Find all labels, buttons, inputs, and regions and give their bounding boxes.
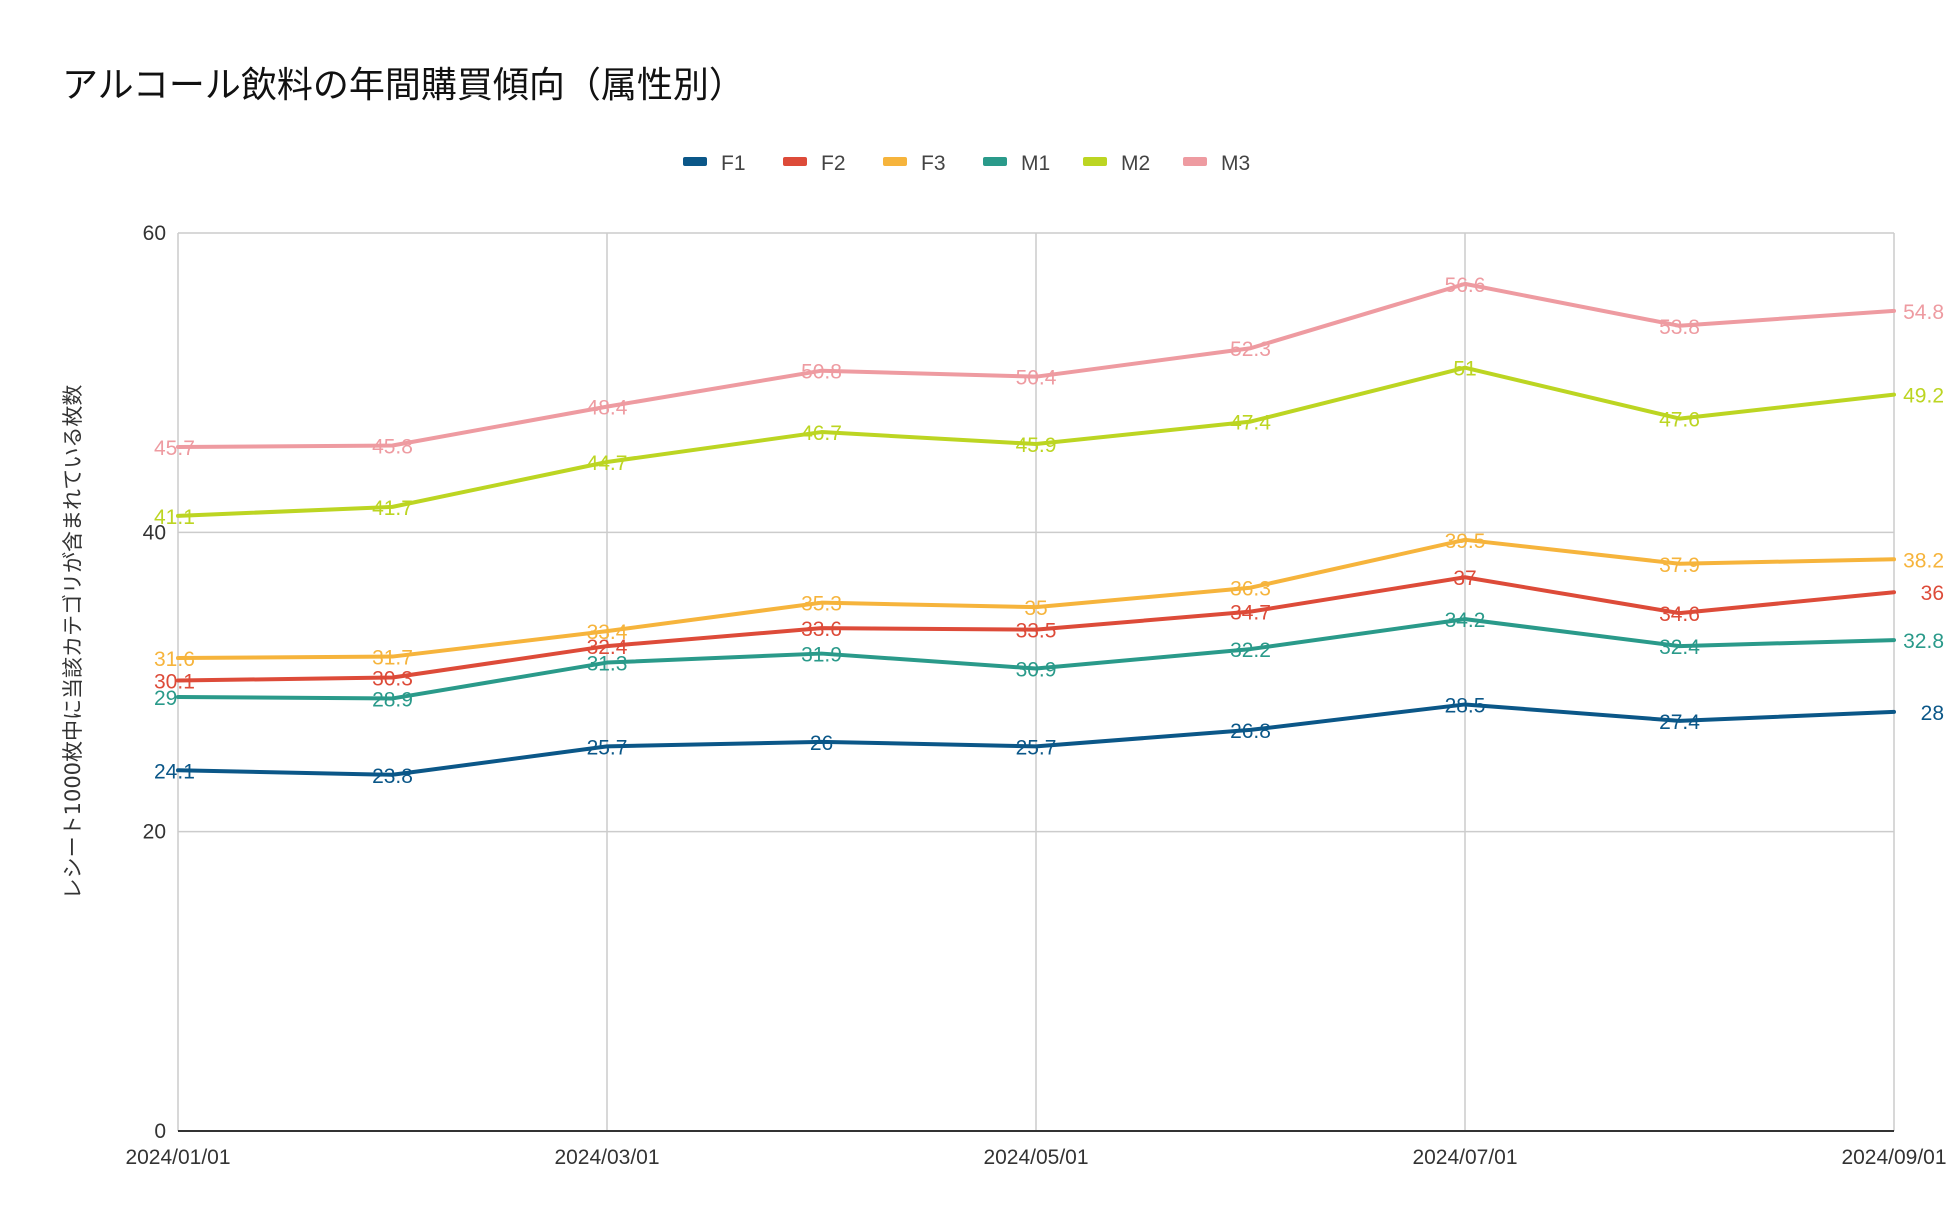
data-label-m1: 30.9 bbox=[1016, 659, 1057, 682]
data-label-m1: 32.4 bbox=[1659, 636, 1700, 659]
legend-label-m2: M2 bbox=[1121, 152, 1150, 175]
y-tick-label: 40 bbox=[143, 521, 166, 544]
grid-layer bbox=[178, 232, 1895, 1131]
data-label-f3: 35.3 bbox=[801, 593, 842, 616]
x-tick-label: 2024/07/01 bbox=[1412, 1146, 1517, 1169]
data-label-f1: 24.1 bbox=[154, 760, 195, 783]
data-label-m2: 41.7 bbox=[372, 497, 413, 520]
data-label-f3: 38.2 bbox=[1903, 549, 1944, 572]
data-label-m2: 45.9 bbox=[1016, 434, 1057, 457]
data-label-m2: 47.4 bbox=[1230, 412, 1271, 435]
x-tick-label: 2024/05/01 bbox=[983, 1146, 1088, 1169]
series-line-m2 bbox=[176, 365, 1896, 518]
data-label-layer: 24.1 23.8 25.7 26 25.7 26.8 28.5 27.4 28 30.1 30.3… bbox=[154, 274, 1944, 788]
data-label-m3: 50.4 bbox=[1016, 367, 1057, 390]
y-tick-label: 20 bbox=[143, 821, 166, 844]
chart-title: アルコール飲料の年間購買傾向（属性別） bbox=[62, 65, 745, 106]
series-line-m3 bbox=[176, 281, 1896, 450]
data-label-m2: 47.6 bbox=[1659, 409, 1700, 432]
data-label-m1: 34.2 bbox=[1445, 609, 1486, 632]
y-tick-label: 60 bbox=[143, 222, 166, 245]
y-axis-label: レシート1000枚中に当該カテゴリが含まれている枚数 bbox=[61, 385, 85, 900]
data-label-m1: 31.9 bbox=[801, 644, 842, 667]
data-label-f1: 28 bbox=[1921, 702, 1944, 725]
x-tick-label: 2024/09/01 bbox=[1841, 1146, 1946, 1169]
data-label-f1: 23.8 bbox=[372, 765, 413, 788]
data-label-m1: 28.9 bbox=[372, 688, 413, 711]
data-label-f2: 36 bbox=[1921, 582, 1944, 605]
data-label-m3: 48.4 bbox=[587, 397, 628, 420]
data-label-m2: 44.7 bbox=[587, 452, 628, 475]
series-line-f2 bbox=[176, 575, 1896, 683]
data-label-f1: 25.7 bbox=[1016, 736, 1057, 759]
legend-swatch-f2 bbox=[783, 157, 807, 166]
legend-swatch-f1 bbox=[683, 157, 707, 166]
data-label-f3: 36.3 bbox=[1230, 578, 1271, 601]
series-line-m1 bbox=[176, 617, 1896, 701]
legend: F1 F2 F3 M1 M2 M3 bbox=[683, 152, 1250, 175]
data-label-f3: 31.6 bbox=[154, 648, 195, 671]
data-label-f1: 25.7 bbox=[587, 736, 628, 759]
x-tick-label: 2024/01/01 bbox=[125, 1146, 230, 1169]
legend-swatch-f3 bbox=[883, 157, 907, 166]
legend-label-f1: F1 bbox=[721, 152, 746, 175]
series-layer bbox=[176, 281, 1896, 777]
axis-layer: 0 20 40 60 2024/01/01 2024/03/01 2024/05/01 202… bbox=[125, 222, 1946, 1169]
data-label-m2: 41.1 bbox=[154, 506, 195, 529]
data-label-f2: 33.6 bbox=[801, 618, 842, 641]
data-label-m3: 53.8 bbox=[1659, 316, 1700, 339]
legend-label-m3: M3 bbox=[1221, 152, 1250, 175]
data-label-m2: 46.7 bbox=[801, 422, 842, 445]
legend-swatch-m1 bbox=[983, 157, 1007, 166]
data-label-f2: 34.7 bbox=[1230, 602, 1271, 625]
data-label-f1: 28.5 bbox=[1445, 694, 1486, 717]
data-label-m3: 54.8 bbox=[1903, 301, 1944, 324]
data-label-f3: 39.5 bbox=[1445, 530, 1486, 553]
legend-label-f2: F2 bbox=[821, 152, 846, 175]
data-label-f3: 33.4 bbox=[587, 621, 628, 644]
data-label-f1: 27.4 bbox=[1659, 711, 1700, 734]
y-tick-label: 0 bbox=[154, 1120, 166, 1143]
series-line-f1 bbox=[176, 702, 1896, 777]
x-tick-label: 2024/03/01 bbox=[554, 1146, 659, 1169]
legend-swatch-m3 bbox=[1183, 157, 1207, 166]
data-label-f1: 26 bbox=[810, 732, 833, 755]
data-label-m3: 50.8 bbox=[801, 361, 842, 384]
data-label-f2: 37 bbox=[1453, 567, 1476, 590]
data-label-f3: 31.7 bbox=[372, 647, 413, 670]
legend-label-f3: F3 bbox=[921, 152, 946, 175]
data-label-f2: 30.3 bbox=[372, 668, 413, 691]
series-line-f3 bbox=[176, 537, 1896, 661]
data-label-f3: 37.9 bbox=[1659, 554, 1700, 577]
data-label-f2: 34.6 bbox=[1659, 603, 1700, 626]
data-label-m1: 32.8 bbox=[1903, 630, 1944, 653]
data-label-f2: 30.1 bbox=[154, 671, 195, 694]
data-label-m3: 45.8 bbox=[372, 436, 413, 459]
data-label-f3: 35 bbox=[1024, 597, 1047, 620]
data-label-m1: 29 bbox=[154, 687, 177, 710]
data-label-f2: 32.4 bbox=[587, 636, 628, 659]
data-label-m1: 32.2 bbox=[1230, 639, 1271, 662]
legend-swatch-m2 bbox=[1083, 157, 1107, 166]
data-label-m3: 56.6 bbox=[1445, 274, 1486, 297]
data-label-m3: 52.3 bbox=[1230, 338, 1271, 361]
data-label-f1: 26.8 bbox=[1230, 720, 1271, 743]
data-label-m1: 31.3 bbox=[587, 653, 628, 676]
data-label-f2: 33.5 bbox=[1016, 620, 1057, 643]
data-label-m2: 49.2 bbox=[1903, 385, 1944, 408]
data-label-m2: 51 bbox=[1453, 358, 1476, 381]
data-label-m3: 45.7 bbox=[154, 437, 195, 460]
legend-label-m1: M1 bbox=[1021, 152, 1050, 175]
